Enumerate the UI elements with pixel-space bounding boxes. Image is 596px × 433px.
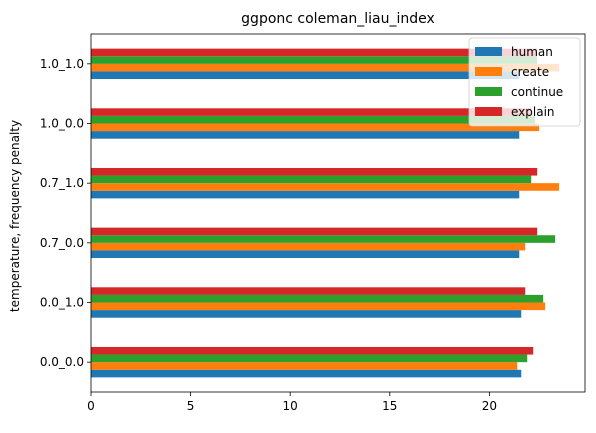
bar-explain-0.7_0.0 [91, 227, 538, 236]
bar-continue-0.7_0.0 [91, 235, 556, 243]
legend: human create continue explain [468, 37, 581, 127]
y-tick-label: 0.7_1.0 [40, 176, 84, 190]
bar-human-1.0_1.0 [91, 71, 520, 80]
axes-group: 0.0_0.0 0.0_1.0 0.7_0.0 0.7_1.0 1.0_0.0 1.0_1… [40, 33, 586, 413]
x-tick-label: 10 [283, 399, 298, 413]
bar-human-0.7_1.0 [91, 190, 520, 199]
bars-group [91, 48, 560, 378]
bar-create-1.0_0.0 [91, 123, 540, 132]
legend-swatch-human [475, 47, 502, 56]
bar-human-0.7_0.0 [91, 250, 520, 259]
plot-frame [90, 33, 586, 393]
legend-swatch-continue [475, 87, 502, 96]
bar-create-1.0_1.0 [91, 63, 560, 72]
legend-label-explain: explain [511, 105, 555, 119]
legend-swatch-create [475, 67, 502, 76]
y-axis-label: temperature, frequency penalty [8, 120, 22, 312]
bar-continue-1.0_1.0 [91, 56, 538, 64]
legend-label-human: human [511, 45, 553, 59]
bar-create-0.0_1.0 [91, 302, 546, 311]
bar-human-0.0_1.0 [91, 310, 522, 318]
legend-label-create: create [511, 65, 549, 79]
bar-create-0.7_1.0 [91, 183, 560, 191]
bar-explain-0.7_1.0 [91, 167, 538, 176]
bar-continue-1.0_0.0 [91, 115, 536, 124]
y-tick-label: 1.0_1.0 [40, 57, 84, 71]
x-tick-label: 15 [382, 399, 397, 413]
legend-swatch-explain [475, 107, 502, 116]
x-tick-label: 0 [87, 399, 95, 413]
x-tick-label: 20 [482, 399, 497, 413]
bar-continue-0.7_1.0 [91, 175, 532, 184]
bar-continue-0.0_1.0 [91, 294, 544, 303]
bar-human-0.0_0.0 [91, 369, 522, 378]
y-tick-label: 1.0_0.0 [40, 117, 84, 131]
legend-box [468, 37, 581, 127]
y-tick-label: 0.7_0.0 [40, 236, 84, 250]
bar-explain-1.0_0.0 [91, 108, 532, 116]
bar-human-1.0_0.0 [91, 131, 520, 139]
bar-create-0.0_0.0 [91, 362, 518, 370]
legend-label-continue: continue [511, 85, 563, 99]
bar-continue-0.0_0.0 [91, 354, 528, 363]
y-tick-label: 0.0_0.0 [40, 355, 84, 369]
chart-title: ggponc coleman_liau_index [241, 11, 435, 27]
bar-explain-0.0_1.0 [91, 287, 526, 295]
y-tick-label: 0.0_1.0 [40, 296, 84, 310]
bar-explain-0.0_0.0 [91, 346, 534, 355]
x-tick-label: 5 [187, 399, 195, 413]
bar-create-0.7_0.0 [91, 242, 526, 251]
bar-explain-1.0_1.0 [91, 48, 538, 57]
